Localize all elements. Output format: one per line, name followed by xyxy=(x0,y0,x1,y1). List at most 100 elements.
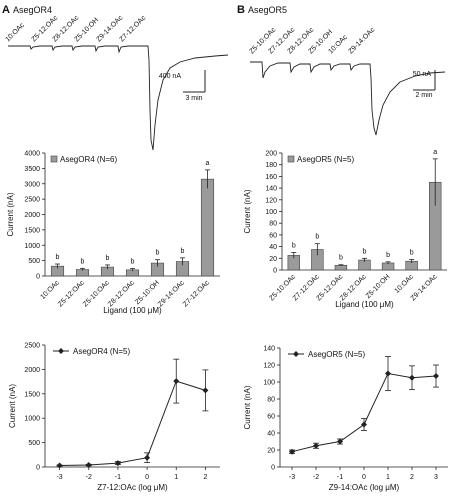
y-tick-label: 0 xyxy=(273,268,277,275)
significance-letter: b xyxy=(363,248,367,255)
x-tick-label: 1 xyxy=(174,474,178,481)
bar-chart-a: 0 500 1000 1500 2000 2500 3000 3500 4000 b 10:OAc b… xyxy=(6,151,220,315)
y-axis-label: Current (nA) xyxy=(8,384,17,428)
y-tick-label: 120 xyxy=(263,363,275,370)
x-tick-label: -1 xyxy=(337,474,343,481)
current-trace xyxy=(8,45,229,151)
x-tick-label: -3 xyxy=(56,474,62,481)
x-axis-label: Z9-14:OAc (log μM) xyxy=(329,483,400,492)
x-tick-label: -2 xyxy=(313,474,319,481)
y-tick-label: 80 xyxy=(267,397,275,404)
x-tick-label: 2 xyxy=(203,474,207,481)
x-tick-label: 1 xyxy=(386,474,390,481)
y-tick-label: 1000 xyxy=(24,243,40,250)
data-point xyxy=(313,442,319,449)
y-tick-label: 1500 xyxy=(24,227,40,234)
panel-b-letter: B xyxy=(237,4,245,16)
data-point xyxy=(173,378,180,385)
panel-b-title: AsegOR5 xyxy=(248,5,287,15)
y-tick-label: 0 xyxy=(271,465,275,472)
x-axis-label: Z7-12:OAc (log μM) xyxy=(97,483,168,492)
y-tick-label: 3500 xyxy=(24,166,40,173)
legend-marker xyxy=(58,348,64,354)
data-point xyxy=(56,462,63,469)
x-axis-label: Ligand (100 μM) xyxy=(103,306,162,315)
y-tick-label: 140 xyxy=(265,186,277,193)
dose-response-b: 0 20 40 60 80 100 120 140 -3 -2 -1 0 1 2 3 AsegOR5 (N=5… xyxy=(243,346,448,492)
x-tick-label: 10:OAc xyxy=(39,279,61,301)
scale-label-current: 400 nA xyxy=(159,73,182,80)
y-tick-label: 1500 xyxy=(24,391,40,398)
x-axis-label: Ligand (100 μM) xyxy=(335,300,394,309)
y-tick-label: 120 xyxy=(265,197,277,204)
significance-letter: b xyxy=(181,248,185,255)
y-tick-label: 100 xyxy=(265,209,277,216)
significance-letter: a xyxy=(433,149,437,156)
y-axis-label: Current (nA) xyxy=(6,192,15,236)
x-tick-label: 2 xyxy=(410,474,414,481)
trace-a: 10:OAc Z5-12:OAcZ8-12:OAcZ5-10:OHZ9-14:OA… xyxy=(4,14,229,151)
x-tick-label: Z5-10:OH xyxy=(365,273,392,300)
data-point xyxy=(85,462,92,469)
x-tick-label: -1 xyxy=(115,474,121,481)
y-tick-label: 60 xyxy=(267,414,275,421)
y-tick-label: 40 xyxy=(269,244,277,251)
y-tick-label: 100 xyxy=(263,380,275,387)
current-trace xyxy=(250,61,446,136)
scale-label-time: 2 min xyxy=(415,92,432,99)
data-point xyxy=(385,370,391,377)
data-point xyxy=(433,373,439,380)
legend-marker xyxy=(293,351,299,357)
y-tick-label: 140 xyxy=(263,346,275,353)
y-tick-label: 20 xyxy=(267,448,275,455)
y-tick-label: 0 xyxy=(36,465,40,472)
y-tick-label: 2000 xyxy=(24,367,40,374)
data-point xyxy=(144,454,151,461)
y-tick-label: 20 xyxy=(269,256,277,263)
significance-letter: b xyxy=(386,252,390,259)
data-point xyxy=(337,438,343,445)
y-tick-label: 0 xyxy=(36,274,40,281)
y-tick-label: 500 xyxy=(28,440,40,447)
y-tick-label: 40 xyxy=(267,431,275,438)
x-tick-label: 0 xyxy=(362,474,366,481)
y-tick-label: 80 xyxy=(269,221,277,228)
x-tick-label: 0 xyxy=(145,474,149,481)
bar xyxy=(334,265,348,271)
x-tick-label: -2 xyxy=(86,474,92,481)
legend-swatch xyxy=(287,155,295,163)
data-point xyxy=(289,448,295,455)
data-point xyxy=(361,421,367,428)
y-tick-label: 1000 xyxy=(24,416,40,423)
data-point xyxy=(114,460,121,467)
significance-letter: b xyxy=(81,258,85,265)
data-point xyxy=(202,387,209,394)
y-tick-label: 60 xyxy=(269,232,277,239)
x-tick-label: 10:OAc xyxy=(394,273,416,295)
dose-response-a: 0 500 1000 1500 2000 2500 -3 -2 -1 0 1 2 AsegOR4 (N=… xyxy=(8,343,220,492)
x-tick-label: Z8-12:OAc xyxy=(107,279,136,308)
panel-a-letter: A xyxy=(2,4,10,16)
significance-letter: b xyxy=(156,250,160,257)
bar xyxy=(200,178,215,277)
significance-letter: b xyxy=(339,255,343,262)
y-tick-label: 2500 xyxy=(24,197,40,204)
significance-letter: a xyxy=(206,160,210,167)
panel-a-title: AsegOR4 xyxy=(13,5,52,15)
significance-letter: b xyxy=(315,234,319,241)
y-tick-label: 4000 xyxy=(24,151,40,158)
x-tick-label: 3 xyxy=(434,474,438,481)
legend-label: AsegOR4 (N=5) xyxy=(73,347,130,356)
y-tick-label: 160 xyxy=(265,174,277,181)
y-tick-label: 180 xyxy=(265,162,277,169)
y-axis-label: Current (nA) xyxy=(243,189,252,233)
trace-b: Z5-10:OAcZ7-12:OAcZ8-12:OAcZ5-10:OH10:OA… xyxy=(248,26,446,136)
y-tick-label: 3000 xyxy=(24,181,40,188)
bar-chart-b: 020406080100120140160180200bZ5-10:OAcbZ7… xyxy=(243,149,447,309)
legend-label: AsegOR4 (N=6) xyxy=(60,155,117,164)
x-tick-label: Z7-12:OAc xyxy=(182,279,211,308)
ligand-label: 10:OAc xyxy=(4,22,26,44)
scale-label-current: 50 nA xyxy=(413,71,432,78)
significance-letter: b xyxy=(410,249,414,256)
